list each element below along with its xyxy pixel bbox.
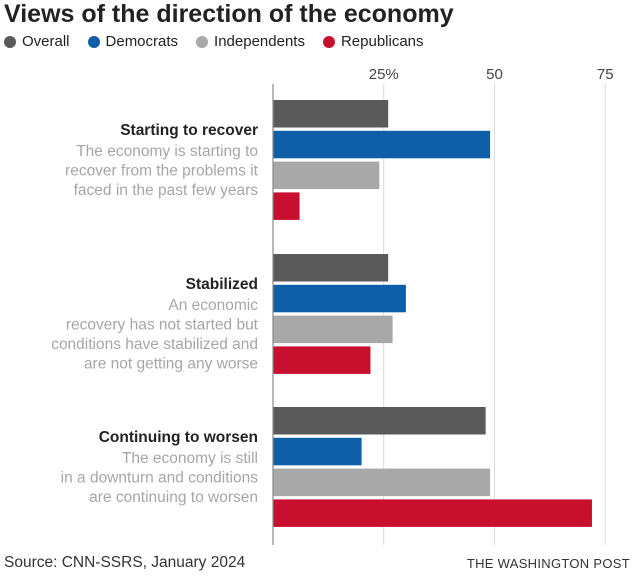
publisher-credit: THE WASHINGTON POST xyxy=(466,556,630,571)
legend-label-republicans: Republicans xyxy=(340,33,424,50)
bar-democrats-3 xyxy=(273,437,362,466)
legend-label-independents: Independents xyxy=(214,33,305,50)
category-label-1: Starting to recover xyxy=(120,122,258,139)
category-description-2-line-1: An economic xyxy=(168,297,258,314)
bar-republicans-3 xyxy=(273,499,592,527)
category-description-1-line-3: faced in the past few years xyxy=(74,182,259,199)
legend-item-democrats: Democrats xyxy=(87,33,179,50)
x-tick-label-50: 50 xyxy=(486,66,503,83)
category-description-3-line-2: in a downturn and conditions xyxy=(61,470,259,487)
bar-overall-2 xyxy=(273,254,389,282)
bar-overall-3 xyxy=(273,407,486,435)
category-description-1-line-1: The economy is starting to xyxy=(76,143,258,160)
category-label-2: Stabilized xyxy=(186,276,258,293)
x-tick-label-75: 75 xyxy=(597,66,614,83)
source-note: Source: CNN-SSRS, January 2024 xyxy=(4,554,246,571)
legend-swatch-republicans xyxy=(322,35,335,48)
x-tick-label-25: 25% xyxy=(369,66,399,83)
bar-republicans-1 xyxy=(273,192,300,220)
category-description-1-line-2: recover from the problems it xyxy=(65,163,259,180)
legend: Overall Democrats Independents Republica… xyxy=(4,33,424,50)
category-description-2-line-3: conditions have stabilized and xyxy=(51,336,258,353)
category-description-2-line-4: are not getting any worse xyxy=(84,356,258,373)
legend-label-democrats: Democrats xyxy=(105,33,179,50)
bar-independents-3 xyxy=(273,468,491,497)
legend-swatch-democrats xyxy=(87,35,100,48)
chart-title: Views of the direction of the economy xyxy=(4,0,454,28)
legend-label-overall: Overall xyxy=(22,33,70,50)
legend-item-republicans: Republicans xyxy=(322,33,424,50)
category-description-3-line-1: The economy is still xyxy=(122,450,258,467)
legend-item-overall: Overall xyxy=(4,33,70,50)
category-description-2-line-2: recovery has not started but xyxy=(66,317,259,334)
category-label-3: Continuing to worsen xyxy=(99,429,258,446)
bar-overall-1 xyxy=(273,100,389,128)
legend-swatch-overall xyxy=(4,35,16,48)
legend-item-independents: Independents xyxy=(196,33,305,50)
category-description-3-line-3: are continuing to worsen xyxy=(89,489,258,506)
bar-republicans-2 xyxy=(273,346,371,374)
bar-democrats-2 xyxy=(273,284,406,313)
bar-independents-1 xyxy=(273,161,380,190)
bar-democrats-1 xyxy=(273,130,491,159)
bar-independents-2 xyxy=(273,315,393,344)
legend-swatch-independents xyxy=(196,35,209,48)
